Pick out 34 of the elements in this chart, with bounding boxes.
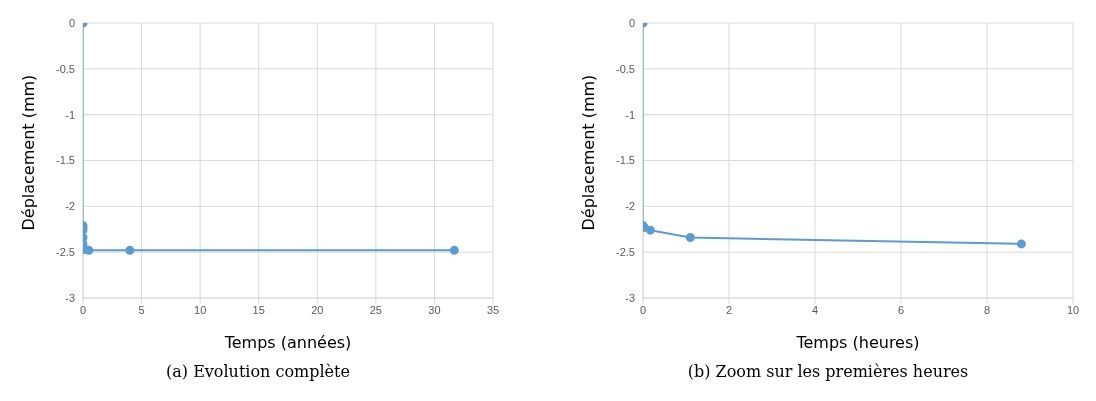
y-tick-label: -2.5	[616, 246, 635, 259]
y-axis-title: Déplacement (mm)	[578, 74, 598, 231]
x-tick-label: 5	[138, 303, 145, 316]
y-tick-label: 0	[68, 16, 75, 29]
x-tick-label: 2	[725, 303, 733, 316]
text: (b) Zoom sur les premières heures	[686, 362, 970, 381]
x-axis-title: Temps (années)	[223, 333, 352, 352]
x-tick-label: 35	[486, 303, 500, 316]
x-axis-title: Temps (heures)	[795, 333, 920, 352]
y-tick-label: -2	[625, 200, 635, 213]
x-tick-label: 25	[369, 303, 382, 316]
x-tick-label: 10	[1066, 303, 1080, 316]
x-tick-label: 0	[639, 303, 647, 316]
y-tick-label: -1	[65, 108, 75, 121]
y-tick-label: -2	[65, 200, 75, 213]
y-tick-label: -1.5	[616, 154, 635, 167]
y-tick-label: -0.5	[56, 62, 75, 75]
y-tick-label: -2.5	[56, 246, 75, 259]
y-tick-label: -0.5	[616, 62, 635, 75]
y-tick-label: -1	[625, 108, 635, 121]
x-tick-label: 0	[79, 303, 87, 316]
y-tick-label: -1.5	[56, 154, 75, 167]
y-axis-title: Déplacement (mm)	[18, 74, 38, 231]
x-tick-label: 6	[897, 303, 905, 316]
x-tick-label: 4	[811, 303, 819, 316]
y-tick-label: -3	[65, 291, 75, 304]
text: (a) Evolution complète	[165, 362, 351, 381]
x-tick-label: 20	[311, 303, 324, 316]
x-tick-label: 15	[252, 303, 265, 316]
x-tick-label: 10	[194, 303, 207, 316]
x-tick-label: 30	[428, 303, 441, 316]
x-tick-label: 8	[983, 303, 991, 316]
y-tick-label: 0	[628, 16, 635, 29]
y-tick-label: -3	[625, 291, 635, 304]
